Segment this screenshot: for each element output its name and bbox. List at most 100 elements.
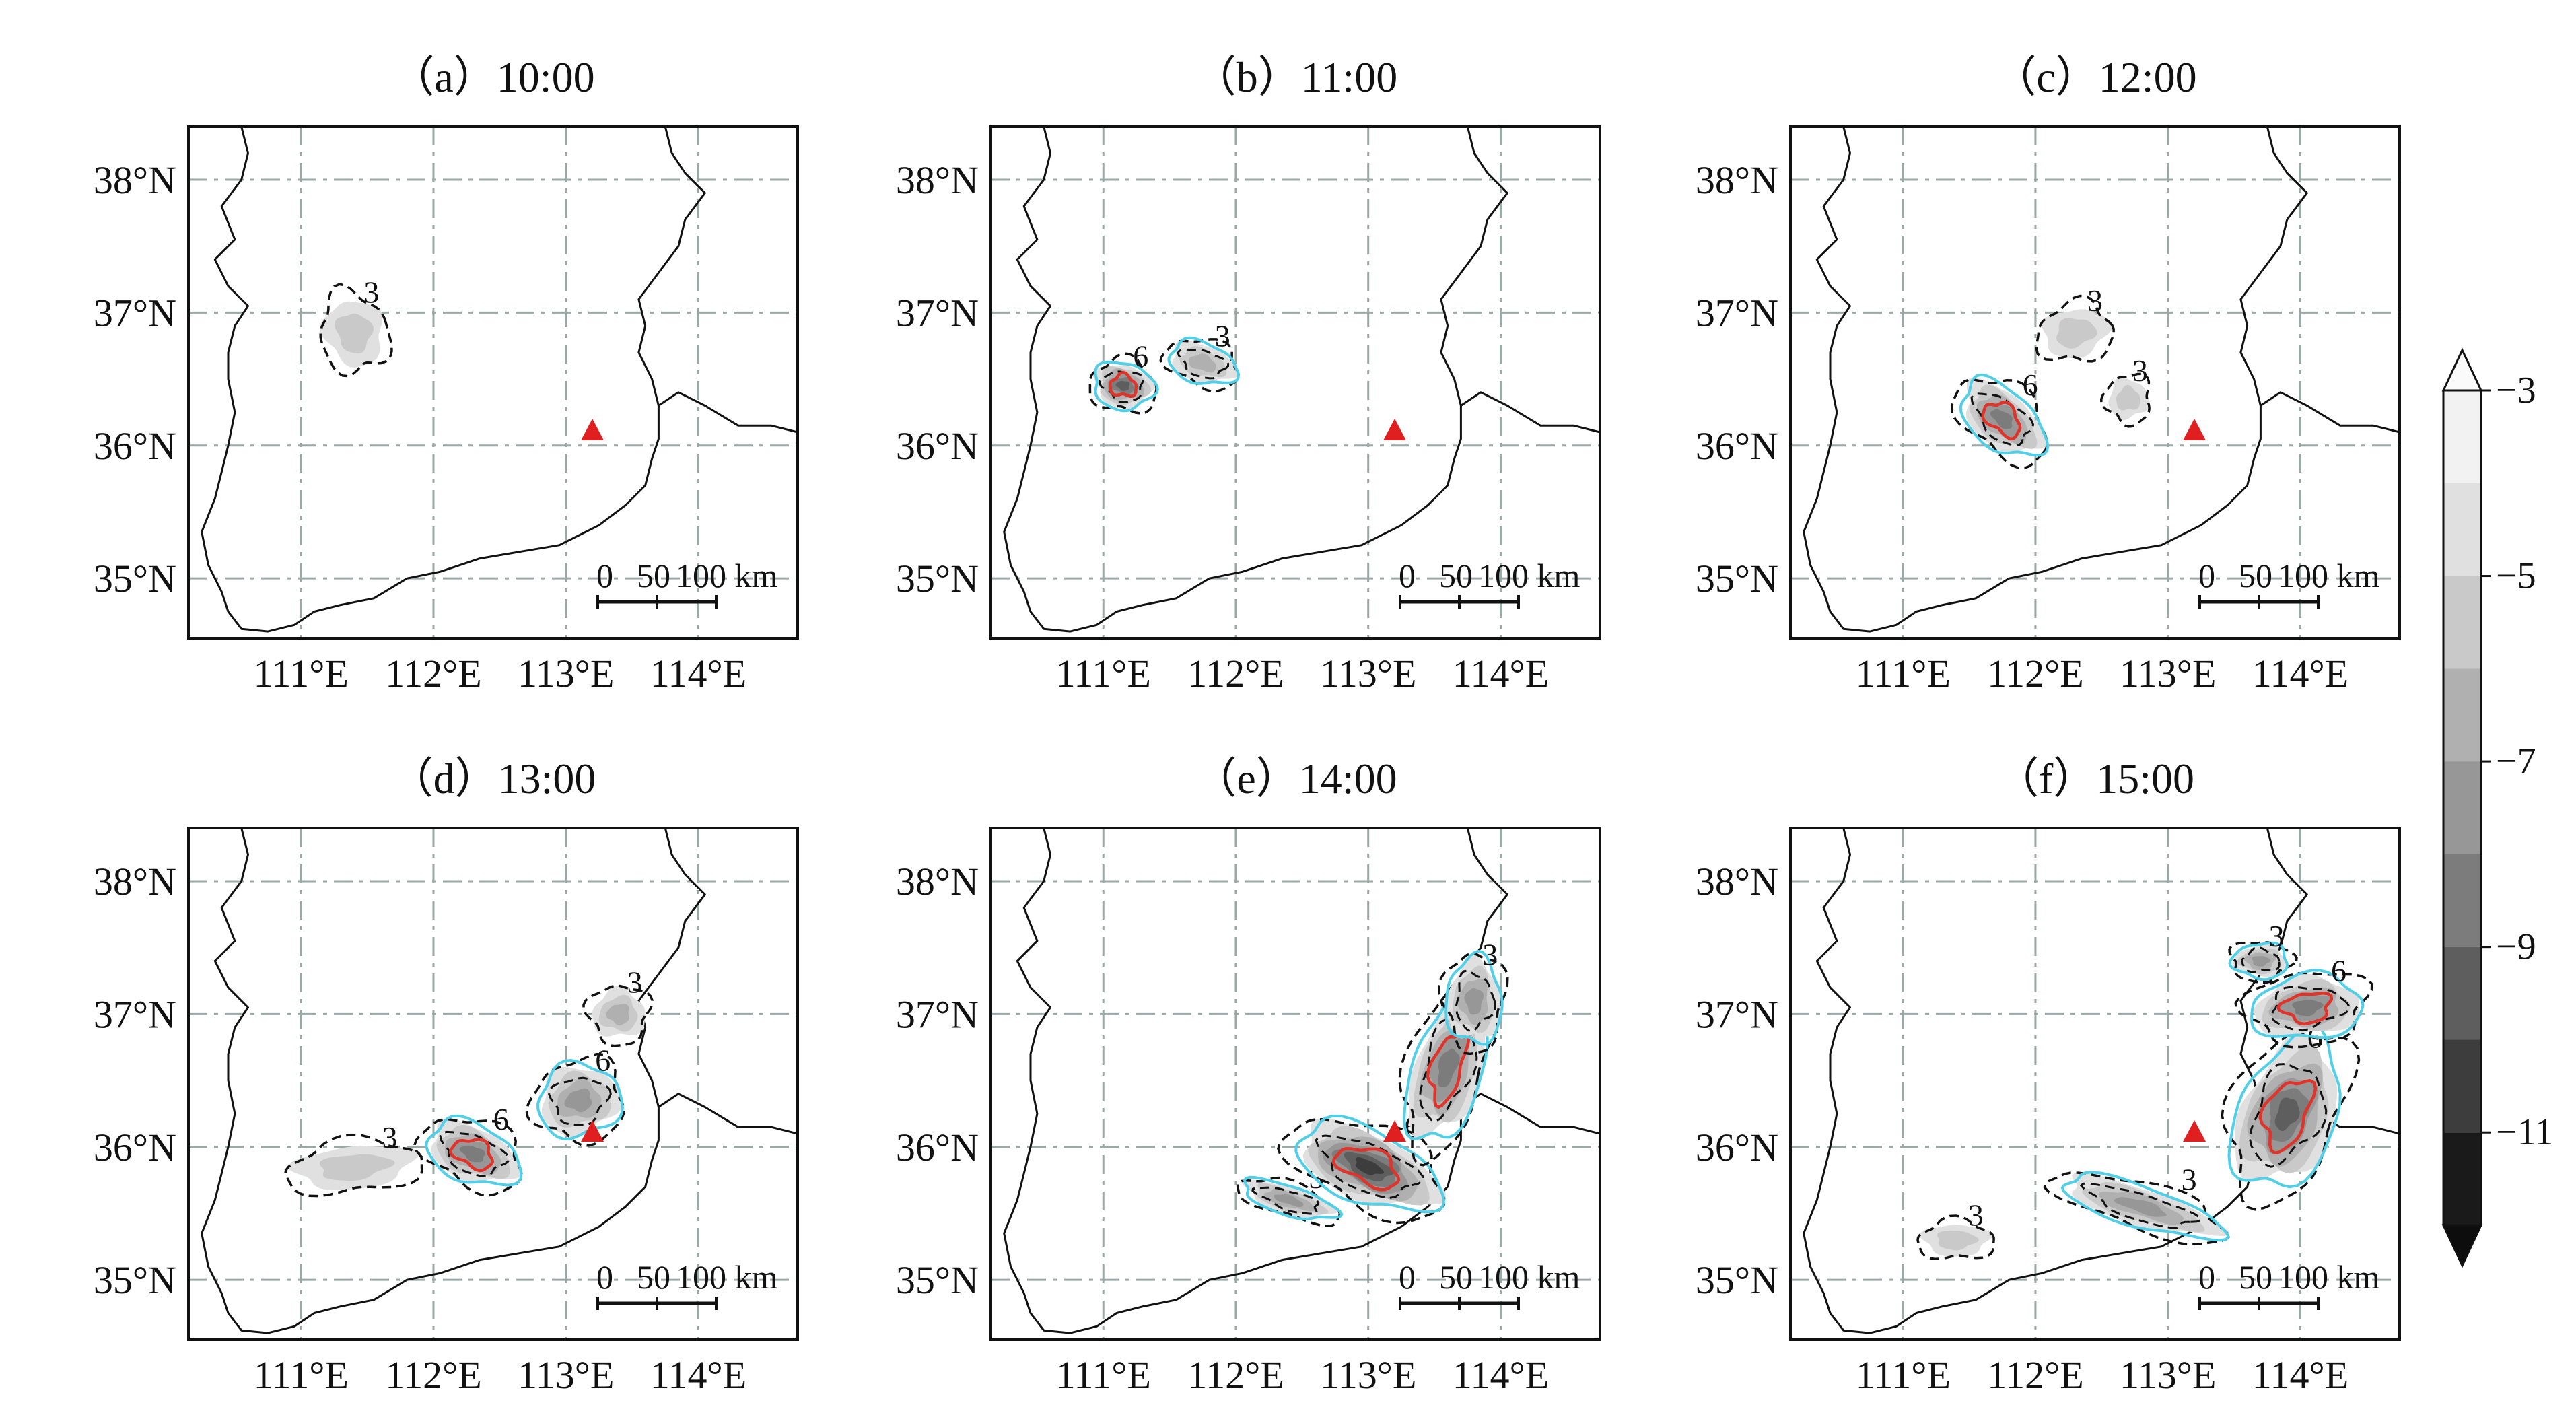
cloud-shading [1356, 1157, 1385, 1175]
scale-label: 100 km [2278, 1258, 2380, 1296]
lat-tick-label: 36°N [94, 424, 176, 468]
lat-tick-label: 35°N [94, 557, 176, 600]
lon-tick-label: 113°E [518, 652, 614, 695]
scale-label: 0 [2198, 557, 2215, 594]
panel-title: （b）11:00 [1193, 53, 1397, 101]
dashed-contour-inner [439, 1130, 510, 1177]
lon-tick-label: 111°E [1056, 652, 1151, 695]
lon-tick-label: 111°E [254, 1353, 349, 1397]
lon-tick-label: 114°E [650, 1353, 746, 1397]
colorbar-extend-bottom [2441, 1224, 2483, 1268]
dashed-contour [319, 283, 393, 378]
colorbar-tick-label: −5 [2496, 555, 2536, 597]
contour-label: 3 [1215, 319, 1230, 353]
lon-tick-label: 112°E [385, 1353, 481, 1397]
panel-a: （a）10:00 3 0 50 100 km 111°E 112°E 113°E 114°E 35… [94, 53, 799, 695]
dashed-contour [2221, 1031, 2361, 1211]
cloud-shading [2274, 1097, 2300, 1132]
panel-d: （d）13:00 3 6 6 3 0 50 100 km 111°E 112°E 113°E 114°… [94, 755, 799, 1397]
contour-label: 6 [595, 1043, 611, 1077]
lon-tick-label: 111°E [1856, 652, 1951, 695]
lon-tick-label: 114°E [1453, 652, 1549, 695]
dashed-contour-inner [1455, 969, 1496, 1033]
lat-tick-label: 35°N [896, 1258, 979, 1302]
cloud-shading [2292, 1000, 2324, 1016]
cloud-shading [1990, 409, 2013, 429]
radar-station-icon [1383, 419, 1407, 441]
contour-label: 3 [2087, 283, 2103, 318]
lon-tick-label: 112°E [1987, 652, 2083, 695]
lat-tick-label: 35°N [896, 557, 979, 600]
dashed-contour [525, 1052, 625, 1147]
contour-label: 3 [627, 965, 643, 999]
lon-tick-label: 113°E [2120, 652, 2216, 695]
contour-label: 3 [382, 1120, 398, 1154]
colorbar-extend-top [2441, 347, 2483, 392]
lat-tick-label: 37°N [1696, 291, 1778, 335]
cyan-contour [1094, 360, 1159, 413]
contour-label: 3 [1482, 937, 1498, 971]
cloud-shading [606, 1004, 629, 1025]
cloud-shading [1189, 353, 1217, 373]
colorbar-tick-label: −11 [2496, 1111, 2554, 1153]
lon-tick-label: 111°E [254, 652, 349, 695]
cyan-contour [2228, 941, 2289, 981]
dashed-contour [413, 1118, 523, 1197]
cloud-shading [1115, 380, 1130, 391]
lat-tick-label: 38°N [896, 158, 979, 202]
cyan-contour [1959, 373, 2050, 457]
contour-label: 3 [2182, 1163, 2197, 1197]
scale-label: 100 km [2278, 557, 2380, 594]
dashed-contour-inner [2249, 1062, 2328, 1168]
province-border-east [2239, 127, 2308, 406]
red-contour [2276, 992, 2334, 1026]
province-border-east [637, 127, 706, 406]
dashed-contour [1950, 378, 2048, 470]
lat-tick-label: 36°N [1696, 424, 1778, 468]
province-border [1803, 127, 2400, 633]
dashed-contour-inner [1177, 348, 1230, 380]
panel-frame [1789, 827, 2401, 1341]
cloud-shading [335, 313, 374, 354]
dashed-contour [582, 984, 654, 1047]
map-area: 6 33 [1790, 127, 2400, 638]
panel-title: （c）12:00 [1993, 53, 2196, 101]
radar-station-icon [2183, 419, 2206, 441]
red-contour [448, 1138, 495, 1173]
lon-tick-label: 112°E [1187, 652, 1284, 695]
province-border [1003, 828, 1600, 1334]
lat-tick-label: 35°N [1696, 1258, 1778, 1302]
radar-station-icon [1383, 1120, 1407, 1142]
panel-frame [989, 827, 1601, 1341]
lat-tick-label: 37°N [94, 291, 176, 335]
dashed-contour-inner [2241, 946, 2281, 973]
scale-label: 100 km [1478, 1258, 1580, 1296]
lon-tick-label: 114°E [1453, 1353, 1549, 1397]
lat-tick-label: 38°N [94, 158, 176, 202]
radar-station-icon [581, 1120, 604, 1142]
dashed-contour [2228, 941, 2298, 984]
lat-tick-label: 35°N [1696, 557, 1778, 600]
contour-label: 6 [493, 1102, 509, 1136]
panel-frame [1789, 125, 2401, 640]
scale-label: 0 [596, 1258, 613, 1296]
scale-label: 0 [1399, 557, 1416, 594]
scale-label: 0 [1399, 1258, 1416, 1296]
lon-tick-label: 113°E [518, 1353, 614, 1397]
lat-tick-label: 36°N [94, 1126, 176, 1169]
lat-tick-label: 37°N [94, 992, 176, 1036]
dashed-contour [2100, 372, 2151, 428]
colorbar-tick-label: −9 [2496, 926, 2536, 968]
cloud-shading [1464, 988, 1484, 1015]
colorbar-segment [2443, 1132, 2481, 1225]
province-border [201, 127, 798, 633]
red-contour [2258, 1078, 2318, 1155]
panel-frame [187, 125, 799, 640]
lon-tick-label: 111°E [1856, 1353, 1951, 1397]
contour-label: 3 [2132, 353, 2148, 388]
cloud-shading [1438, 1048, 1460, 1087]
dashed-contour [1088, 352, 1158, 415]
